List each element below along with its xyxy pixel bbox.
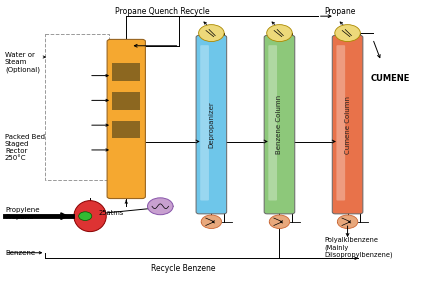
Text: Recycle Benzene: Recycle Benzene <box>151 264 216 273</box>
Circle shape <box>198 25 224 42</box>
Circle shape <box>266 25 291 42</box>
FancyBboxPatch shape <box>331 35 362 214</box>
Bar <box>112 92 140 110</box>
Circle shape <box>201 215 221 228</box>
Circle shape <box>334 25 360 42</box>
Circle shape <box>269 215 289 228</box>
Text: 25atms: 25atms <box>98 210 124 216</box>
FancyBboxPatch shape <box>107 39 145 199</box>
FancyBboxPatch shape <box>264 35 294 214</box>
Text: Benzene Column: Benzene Column <box>276 95 282 154</box>
Bar <box>112 110 140 121</box>
FancyBboxPatch shape <box>336 45 344 201</box>
Text: Polyalklbenzene
(Mainly
Diisopropylbenzene): Polyalklbenzene (Mainly Diisopropylbenze… <box>323 237 392 258</box>
Ellipse shape <box>74 201 106 231</box>
Text: Propane Quench Recycle: Propane Quench Recycle <box>115 7 209 16</box>
Text: Packed Bed
Staged
Rector
250°C: Packed Bed Staged Rector 250°C <box>5 134 45 161</box>
Bar <box>45 35 109 179</box>
Bar <box>112 81 140 92</box>
FancyBboxPatch shape <box>196 35 226 214</box>
FancyBboxPatch shape <box>200 45 208 201</box>
Bar <box>112 121 140 138</box>
Text: Water or
Steam
(Optional): Water or Steam (Optional) <box>5 52 40 73</box>
Text: Benzene: Benzene <box>5 250 35 256</box>
Circle shape <box>147 198 173 215</box>
Text: Cumene Column: Cumene Column <box>344 96 350 154</box>
Text: CUMENE: CUMENE <box>370 74 409 83</box>
FancyBboxPatch shape <box>268 45 276 201</box>
Bar <box>112 63 140 81</box>
Text: Depropanizer: Depropanizer <box>208 101 214 148</box>
Text: Propane: Propane <box>323 7 355 16</box>
Text: Propylene
Propane: Propylene Propane <box>5 207 39 220</box>
Circle shape <box>78 212 92 220</box>
Circle shape <box>337 215 357 228</box>
